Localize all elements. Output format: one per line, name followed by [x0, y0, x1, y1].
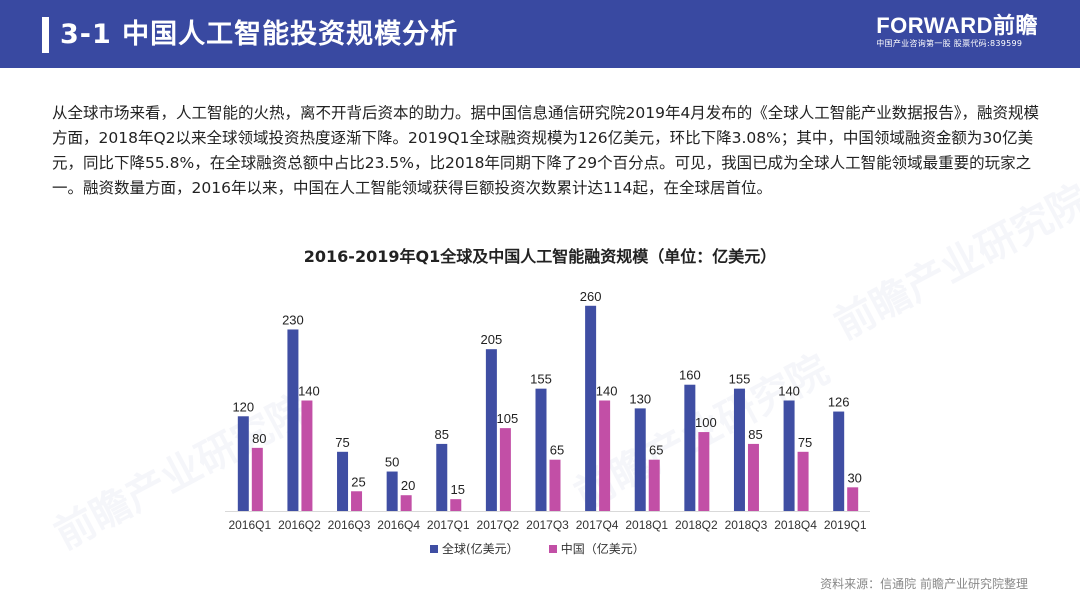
x-tick-label: 2017Q2	[477, 518, 520, 532]
legend-label-china: 中国（亿美元）	[560, 542, 645, 556]
logo-wordmark: FORWARD前瞻	[876, 13, 1038, 38]
bar-china-2017Q1	[450, 499, 462, 511]
x-tick-label: 2018Q3	[725, 518, 768, 532]
data-label-global-2018Q3: 155	[729, 372, 751, 387]
bar-global-2018Q4	[783, 400, 795, 511]
chart-legend: 全球(亿美元） 中国（亿美元）	[430, 540, 645, 557]
x-tick-label: 2018Q2	[675, 518, 718, 532]
legend-swatch-global	[430, 544, 438, 553]
bar-global-2018Q3	[733, 388, 745, 511]
bar-global-2017Q2	[485, 349, 497, 511]
data-label-china-2018Q3: 85	[748, 427, 762, 442]
bar-china-2018Q4	[797, 451, 809, 511]
x-tick-label: 2016Q2	[278, 518, 321, 532]
x-tick-label: 2017Q4	[576, 518, 619, 532]
data-label-global-2018Q4: 140	[778, 384, 800, 399]
data-label-china-2016Q3: 25	[351, 474, 365, 489]
data-label-global-2016Q3: 75	[335, 435, 349, 450]
data-label-global-2017Q4: 260	[580, 289, 602, 304]
data-label-china-2018Q2: 100	[695, 415, 717, 430]
bar-china-2018Q1	[648, 459, 660, 511]
x-tick-label: 2016Q1	[228, 518, 271, 532]
header-bar: 3-1 中国人工智能投资规模分析 FORWARD前瞻 中国产业咨询第一股 股票代…	[0, 0, 1080, 68]
data-label-global-2018Q2: 160	[679, 368, 701, 383]
data-label-china-2017Q3: 65	[550, 443, 564, 458]
chart-title: 2016-2019年Q1全球及中国人工智能融资规模（单位：亿美元）	[303, 247, 777, 266]
data-label-china-2016Q4: 20	[401, 478, 415, 493]
legend-swatch-china	[548, 544, 557, 553]
data-label-china-2016Q2: 140	[298, 384, 320, 399]
bar-china-2018Q3	[747, 443, 759, 511]
title-accent-bar	[42, 17, 49, 53]
data-label-china-2018Q1: 65	[649, 443, 663, 458]
bar-global-2016Q4	[386, 471, 398, 511]
data-label-global-2016Q1: 120	[232, 399, 254, 414]
data-label-global-2019Q1: 126	[828, 395, 850, 410]
data-label-global-2017Q1: 85	[435, 427, 449, 442]
legend-item-china: 中国（亿美元）	[548, 540, 645, 557]
bar-global-2017Q4	[585, 305, 597, 511]
data-label-china-2017Q1: 15	[451, 482, 465, 497]
data-label-china-2016Q1: 80	[252, 431, 266, 446]
bar-china-2016Q1	[251, 447, 263, 511]
x-tick-label: 2018Q1	[625, 518, 668, 532]
x-tick-label: 2017Q1	[427, 518, 470, 532]
legend-item-global: 全球(亿美元）	[430, 540, 519, 557]
bar-china-2017Q2	[499, 428, 511, 511]
data-label-global-2016Q2: 230	[282, 312, 304, 327]
data-label-china-2018Q4: 75	[798, 435, 812, 450]
bar-china-2016Q4	[400, 495, 412, 511]
bar-global-2018Q1	[634, 408, 646, 511]
data-label-china-2019Q1: 30	[847, 470, 861, 485]
data-label-china-2017Q2: 105	[497, 411, 519, 426]
x-tick-label: 2018Q4	[774, 518, 817, 532]
data-label-global-2016Q4: 50	[385, 455, 399, 470]
legend-label-global: 全球(亿美元）	[442, 542, 519, 556]
data-label-global-2017Q2: 205	[481, 332, 503, 347]
x-tick-label: 2019Q1	[824, 518, 867, 532]
page-title: 3-1 中国人工智能投资规模分析	[60, 19, 459, 50]
bar-global-2016Q3	[337, 451, 349, 511]
x-tick-label: 2017Q3	[526, 518, 569, 532]
forward-logo: FORWARD前瞻 中国产业咨询第一股 股票代码:839599	[876, 14, 1038, 50]
bar-china-2016Q2	[301, 400, 313, 511]
summary-paragraph: 从全球市场来看，人工智能的火热，离不开背后资本的助力。据中国信息通信研究院201…	[52, 104, 1040, 197]
x-tick-label: 2016Q3	[328, 518, 371, 532]
bar-china-2019Q1	[847, 487, 859, 511]
data-label-global-2017Q3: 155	[530, 372, 552, 387]
data-label-china-2017Q4: 140	[596, 384, 618, 399]
bar-global-2019Q1	[833, 411, 845, 511]
data-label-global-2018Q1: 130	[629, 391, 651, 406]
bar-global-2016Q2	[287, 329, 299, 511]
bar-china-2017Q3	[549, 459, 561, 511]
x-tick-label: 2016Q4	[377, 518, 420, 532]
bar-china-2017Q4	[599, 400, 611, 511]
bar-china-2016Q3	[351, 491, 363, 511]
bar-global-2018Q2	[684, 384, 696, 511]
bar-china-2018Q2	[698, 432, 710, 511]
bar-global-2016Q1	[237, 416, 249, 511]
bar-global-2017Q1	[436, 443, 448, 511]
logo-tagline: 中国产业咨询第一股 股票代码:839599	[876, 39, 1023, 48]
source-note: 资料来源：信通院 前瞻产业研究院整理	[820, 577, 1028, 591]
bar-global-2017Q3	[535, 388, 547, 511]
